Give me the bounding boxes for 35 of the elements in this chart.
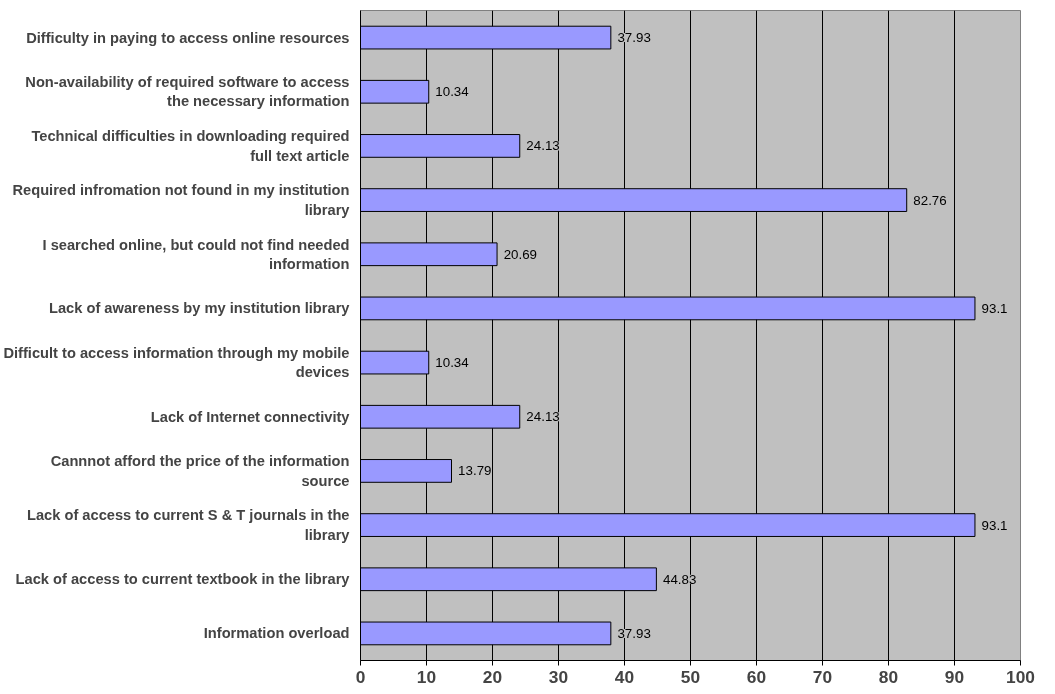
data-label: 37.93 xyxy=(617,625,651,641)
data-label: 82.76 xyxy=(913,192,947,208)
x-tick-label: 90 xyxy=(944,666,965,687)
data-label: 24.13 xyxy=(526,138,560,154)
y-tick-label: Information overload xyxy=(203,625,350,642)
x-tick-label: 20 xyxy=(482,666,503,687)
y-tick-label: Difficult to access information through my mobile devices xyxy=(3,344,350,381)
x-tick-label: 50 xyxy=(680,666,701,687)
data-label: 20.69 xyxy=(503,246,538,262)
y-tick-label: Non-availability of required software to access the necessary information xyxy=(25,74,350,110)
y-tick-label: Difficulty in paying to access online resources xyxy=(26,29,350,46)
data-label: 93.1 xyxy=(981,517,1008,533)
x-tick-label: 60 xyxy=(746,666,767,687)
x-tick-label: 40 xyxy=(614,666,635,687)
y-tick-label: Technical difficulties in downloading required full text article xyxy=(31,128,350,164)
x-tick-label: 80 xyxy=(878,666,899,687)
y-tick-label: I searched online, but could not find needed information xyxy=(42,236,350,272)
y-tick-label: Required infromation not found in my institution library xyxy=(12,182,351,218)
y-tick-label: Lack of access to current S & T journals in the library xyxy=(26,507,351,543)
x-tick-label: 30 xyxy=(548,666,569,687)
x-tick-label: 10 xyxy=(416,666,437,687)
data-label: 13.79 xyxy=(458,463,492,479)
data-label: 93.1 xyxy=(981,300,1008,316)
y-tick-label: Lack of Internet connectivity xyxy=(150,408,351,425)
data-label: 44.83 xyxy=(662,571,697,587)
data-label: 24.13 xyxy=(526,409,560,425)
y-tick-label: Lack of awareness by my institution library xyxy=(48,300,351,317)
y-tick-label: Lack of access to current textbook in the library xyxy=(15,571,351,588)
x-tick-label: 100 xyxy=(1006,666,1035,687)
data-label: 37.93 xyxy=(617,30,651,46)
data-label: 10.34 xyxy=(435,355,470,371)
data-label: 10.34 xyxy=(435,84,470,100)
x-tick-label: 70 xyxy=(812,666,833,687)
x-tick-label: 0 xyxy=(355,666,366,687)
y-tick-label: Cannnot afford the price of the information source xyxy=(50,453,350,489)
